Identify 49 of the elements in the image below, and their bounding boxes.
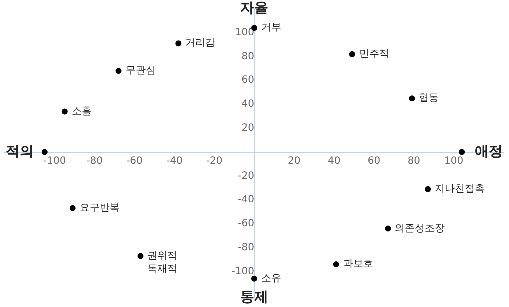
point: [138, 253, 144, 260]
x-tick-label: 20: [288, 156, 301, 167]
point: [42, 149, 48, 156]
x-tick-label: 100: [444, 156, 464, 167]
point: [459, 149, 466, 156]
x-tick-label: -20: [206, 156, 223, 167]
x-tick-label: 60: [368, 156, 381, 167]
data-label: 거부: [262, 22, 282, 34]
point: [409, 96, 416, 102]
data-label: 민주적: [359, 48, 390, 60]
x-tick-label: -80: [86, 156, 103, 167]
annotation: 통제: [240, 290, 268, 306]
point: [252, 276, 258, 282]
y-tick-label: 40: [242, 99, 254, 110]
y-tick-label: 80: [242, 51, 254, 62]
point: [70, 205, 76, 212]
y-tick-label: 100: [235, 27, 254, 38]
point: [62, 108, 68, 115]
x-tick-label: -100: [44, 156, 66, 167]
y-tick-label: -80: [238, 242, 254, 254]
x-tick-label: 80: [408, 156, 421, 167]
point: [116, 68, 122, 74]
data-label: 무관심: [126, 66, 156, 77]
annotation: 자율: [240, 0, 268, 17]
y-tick-label: 20: [242, 123, 254, 134]
data-label: 의존성조장: [395, 223, 446, 234]
y-tick-label: -60: [238, 218, 254, 230]
annotation: 애정: [475, 144, 503, 160]
y-tick-label: 60: [242, 75, 254, 86]
y-tick-label: -20: [238, 170, 254, 182]
point: [385, 226, 392, 232]
point: [333, 262, 340, 268]
x-tick-label: -60: [126, 156, 143, 167]
point: [349, 51, 356, 58]
data-label: 소유: [262, 273, 282, 284]
annotation: 적의: [6, 144, 34, 160]
y-tick-label: -40: [238, 194, 254, 206]
x-tick-label: 40: [328, 156, 341, 167]
data-label: 권위적 독재적: [148, 250, 178, 275]
x-tick-label: -40: [166, 156, 183, 167]
data-label: 요구반복: [80, 203, 120, 214]
data-label: 지나친접촉: [435, 184, 486, 195]
data-label: 거리감: [186, 38, 216, 50]
data-label: 과보호: [343, 259, 374, 270]
point: [425, 186, 432, 192]
data-label: 소홀: [72, 106, 92, 118]
data-label: 협동: [419, 93, 440, 104]
point: [176, 40, 182, 47]
y-tick-label: -100: [232, 266, 254, 278]
